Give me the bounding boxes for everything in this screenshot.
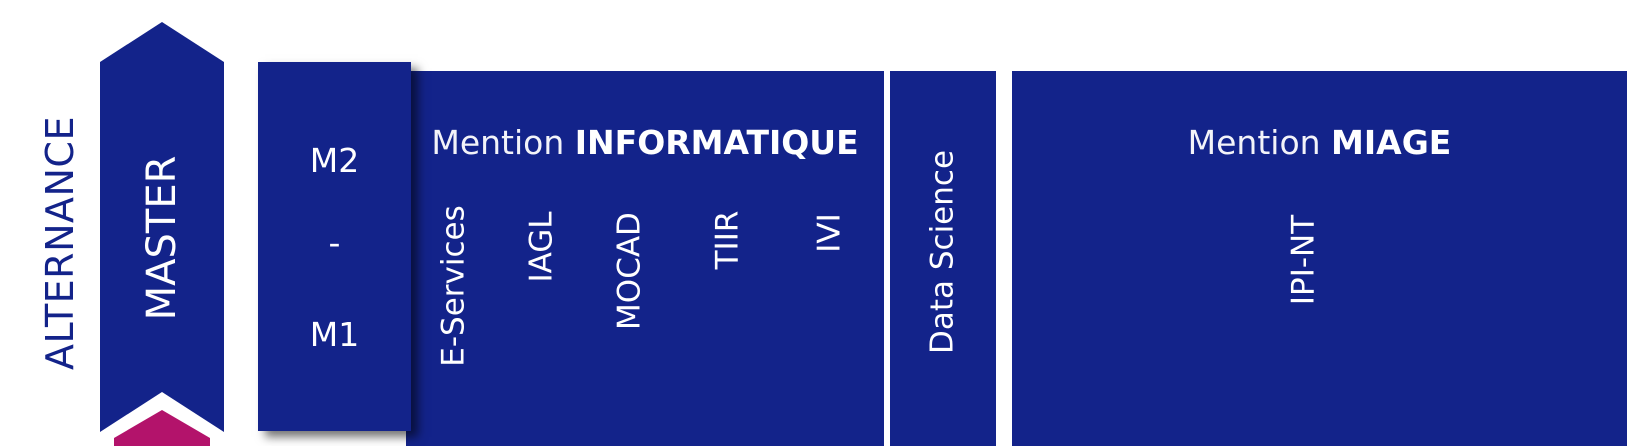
course-iagl: IAGL: [523, 211, 560, 283]
course-e-services: E-Services: [435, 205, 472, 367]
mention-informatique-block: Mention INFORMATIQUE E-Services IAGL MOC…: [406, 71, 884, 446]
data-science-block: Data Science: [890, 71, 996, 446]
course-mocad: MOCAD: [611, 212, 648, 330]
course-data-science: Data Science: [924, 149, 961, 355]
mention-prefix: Mention: [1187, 123, 1321, 162]
mention-name: INFORMATIQUE: [574, 123, 859, 162]
levels-block: M2 - M1: [258, 62, 411, 431]
mention-miage-block: Mention MIAGE IPI-NT: [1012, 71, 1627, 446]
mention-informatique-title: Mention INFORMATIQUE: [406, 126, 884, 159]
mention-name: MIAGE: [1331, 123, 1452, 162]
course-ipi-nt: IPI-NT: [1285, 214, 1322, 306]
mention-miage-title: Mention MIAGE: [1012, 126, 1627, 159]
mention-prefix: Mention: [431, 123, 565, 162]
master-arrow-body: [100, 22, 224, 446]
course-tiir: TIIR: [709, 210, 746, 270]
level-m1: M1: [309, 315, 360, 354]
alternance-label: ALTERNANCE: [38, 116, 82, 370]
level-m2: M2: [309, 141, 360, 180]
master-arrow-shape: [100, 22, 224, 446]
lower-level-chevron: [100, 392, 224, 446]
chevron-magenta-tip: [114, 410, 210, 446]
degree-label: MASTER: [139, 155, 185, 321]
level-separator: -: [328, 223, 341, 262]
course-ivi: IVI: [811, 213, 848, 253]
